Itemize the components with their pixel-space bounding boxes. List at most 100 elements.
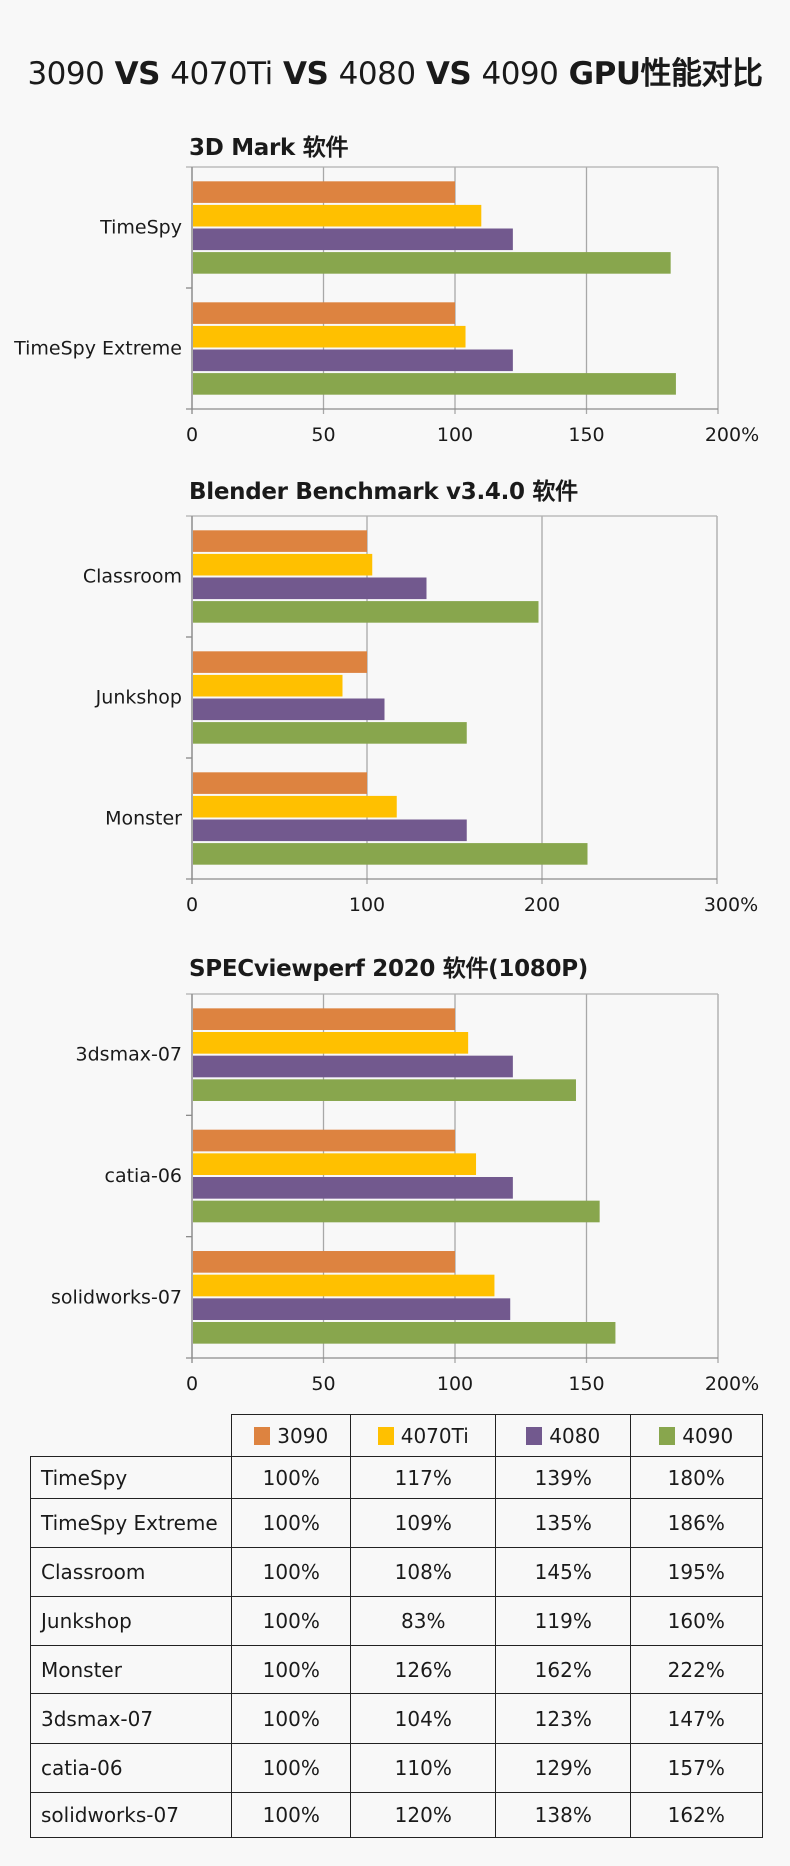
table-cell: 147%: [630, 1693, 763, 1745]
x-tick-label: 100: [437, 1373, 473, 1395]
table-cell: 104%: [350, 1693, 497, 1745]
category-label: TimeSpy: [99, 217, 182, 239]
table-cell: 195%: [630, 1547, 763, 1598]
table-row-label: TimeSpy Extreme: [30, 1498, 233, 1549]
title-gpu-4090: 4090: [481, 56, 559, 92]
legend-swatch: [659, 1426, 676, 1445]
chart-specviewperf: 0 50 100 150 200% 3dsmax-07 catia-06 solidworks…: [51, 993, 759, 1395]
legend-swatch: [526, 1426, 543, 1445]
table-header-cell: 3090: [231, 1414, 352, 1458]
bar-4070ti-monster: [193, 795, 397, 818]
table-cell: 145%: [495, 1547, 632, 1598]
x-tick-label: 50: [311, 424, 335, 446]
category-label: Monster: [105, 808, 182, 830]
bar-3090-catia-06: [193, 1129, 455, 1152]
table-row-label: Classroom: [30, 1547, 233, 1598]
bar-4080-timespy-extreme: [193, 349, 513, 372]
table-cell: 100%: [231, 1456, 352, 1500]
bar-3090-classroom: [193, 530, 367, 552]
bar-4090-timespy-extreme: [193, 373, 676, 395]
legend-swatch: [254, 1426, 271, 1445]
bar-4070ti-timespy: [193, 204, 482, 227]
table-header-cell: 4070Ti: [350, 1414, 497, 1458]
table-cell: 100%: [231, 1645, 352, 1695]
table-row-label: Monster: [30, 1645, 233, 1695]
bar-4070ti-classroom: [193, 553, 373, 576]
category-label: Classroom: [83, 566, 182, 588]
category-label: TimeSpy Extreme: [13, 338, 182, 360]
category-label: 3dsmax-07: [76, 1044, 182, 1066]
x-tick-label: 200: [524, 894, 560, 916]
bar-4070ti-3dsmax-07: [193, 1032, 469, 1054]
bar-4080-timespy: [193, 228, 513, 251]
table-cell: 162%: [630, 1792, 763, 1838]
bar-3090-solidworks-07: [193, 1251, 455, 1273]
x-tick-label: 200%: [705, 1373, 759, 1395]
table-cell: 120%: [350, 1792, 497, 1838]
table-row-label: 3dsmax-07: [30, 1693, 233, 1745]
bar-3090-junkshop: [193, 651, 367, 673]
legend-label: 3090: [277, 1423, 329, 1448]
title-gpu-4070ti: 4070Ti: [170, 56, 273, 92]
legend-label: 4090: [682, 1423, 734, 1448]
table-header-cell: 4080: [495, 1414, 632, 1458]
bar-4070ti-catia-06: [193, 1153, 477, 1175]
x-tick-label: 0: [186, 1373, 198, 1395]
bar-4090-solidworks-07: [193, 1321, 616, 1344]
table-cell: 129%: [495, 1743, 632, 1794]
x-tick-label: 150: [568, 1373, 604, 1395]
table-cell: 117%: [350, 1456, 497, 1500]
bar-3090-timespy-extreme: [193, 302, 455, 324]
chart-title-blender: Blender Benchmark v3.4.0 软件: [189, 479, 578, 505]
table-cell: 83%: [350, 1596, 497, 1647]
x-tick-label: 100: [349, 894, 385, 916]
bar-4080-junkshop: [193, 698, 385, 721]
x-tick-label: 0: [186, 894, 198, 916]
bar-4090-junkshop: [193, 722, 467, 744]
bar-3090-monster: [193, 772, 367, 794]
category-label: Junkshop: [95, 687, 182, 709]
chart-3dmark: 0 50 100 150 200% TimeSpy TimeSpy Extreme: [13, 166, 759, 446]
table-cell: 135%: [495, 1498, 632, 1549]
table-cell: 222%: [630, 1645, 763, 1695]
chart-blender: 0 100 200 300% Classroom Junkshop Monster: [83, 515, 758, 916]
bar-4090-monster: [193, 843, 588, 865]
title-suffix: GPU性能对比: [558, 56, 763, 92]
bar-3090-3dsmax-07: [193, 1008, 455, 1031]
table-row-label: TimeSpy: [30, 1456, 233, 1500]
table-cell: 100%: [231, 1792, 352, 1838]
table-row-label: catia-06: [30, 1743, 233, 1794]
table-row-label: Junkshop: [30, 1596, 233, 1647]
table-cell: 109%: [350, 1498, 497, 1549]
bar-4080-3dsmax-07: [193, 1055, 513, 1078]
legend-swatch: [377, 1426, 394, 1445]
legend-label: 4080: [549, 1423, 601, 1448]
table-cell: 100%: [231, 1743, 352, 1794]
table-cell: 157%: [630, 1743, 763, 1794]
chart-title-specviewperf: SPECviewperf 2020 软件(1080P): [189, 956, 588, 982]
table-cell: 100%: [231, 1693, 352, 1745]
x-tick-label: 300%: [704, 894, 758, 916]
table-header-cell: 4090: [630, 1414, 763, 1458]
bar-4070ti-solidworks-07: [193, 1274, 495, 1297]
bar-4080-catia-06: [193, 1177, 513, 1199]
x-tick-label: 0: [186, 424, 198, 446]
x-tick-label: 100: [437, 424, 473, 446]
chart-title-3dmark: 3D Mark 软件: [189, 135, 349, 161]
category-label: catia-06: [105, 1165, 183, 1187]
bar-4090-classroom: [193, 601, 539, 623]
x-tick-label: 50: [311, 1373, 335, 1395]
title-gpu-3090: 3090: [27, 56, 105, 92]
bar-4080-monster: [193, 819, 467, 842]
title-vs: VS: [104, 56, 171, 92]
table-cell: 180%: [630, 1456, 763, 1500]
title-gpu-4080: 4080: [338, 56, 416, 92]
table-cell: 126%: [350, 1645, 497, 1695]
title-vs: VS: [415, 56, 482, 92]
table-cell: 186%: [630, 1498, 763, 1549]
table-cell: 100%: [231, 1498, 352, 1549]
title-vs: VS: [272, 56, 339, 92]
bar-4090-3dsmax-07: [193, 1079, 576, 1101]
x-tick-label: 200%: [705, 424, 759, 446]
bar-3090-timespy: [193, 181, 455, 203]
